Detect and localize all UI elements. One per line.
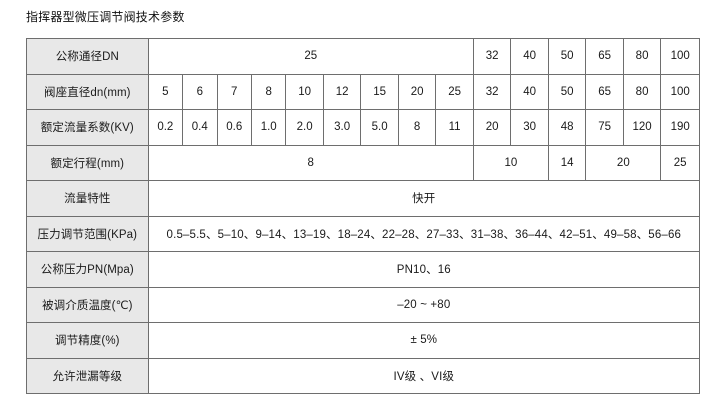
- travel-cell-3: 14: [547, 144, 587, 181]
- seat-diameter-cell-11: 40: [510, 73, 549, 110]
- seat-diameter-cell-10: 32: [472, 73, 512, 110]
- table-row-accuracy: 调节精度(%) ± 5%: [26, 322, 701, 359]
- dn-cell-40: 40: [510, 38, 549, 75]
- kv-cell-5: 2.0: [285, 109, 324, 146]
- seat-diameter-cell-12: 50: [547, 73, 587, 110]
- travel-cell-4: 20: [585, 144, 662, 181]
- row-label-dn: 公称通径DN: [26, 38, 149, 75]
- seat-diameter-cell-7: 15: [360, 73, 399, 110]
- kv-cell-2: 0.4: [182, 109, 218, 146]
- spec-table-container: 公称通径DN 25 32 40 50 65 80 100 阀座直径dn(mm) …: [26, 38, 701, 394]
- row-label-kv: 额定流量系数(KV): [26, 109, 149, 146]
- pressure-range-value: 0.5–5.5、5–10、9–14、13–19、18–24、22–28、27–3…: [147, 215, 701, 252]
- kv-cell-1: 0.2: [147, 109, 184, 146]
- row-label-travel: 额定行程(mm): [26, 144, 149, 181]
- row-label-pressure-range: 压力调节范围(KPa): [26, 215, 149, 252]
- kv-cell-13: 75: [585, 109, 624, 146]
- table-row-kv: 额定流量系数(KV) 0.2 0.4 0.6 1.0 2.0 3.0 5.0 8…: [26, 109, 700, 146]
- table-row-flow-characteristic: 流量特性 快开: [26, 180, 701, 217]
- seat-diameter-cell-8: 20: [397, 73, 437, 110]
- seat-diameter-cell-1: 5: [147, 73, 184, 110]
- table-row-dn: 公称通径DN 25 32 40 50 65 80 100: [26, 38, 700, 75]
- medium-temperature-value: –20 ~ +80: [147, 286, 701, 323]
- seat-diameter-cell-9: 25: [435, 73, 474, 110]
- leakage-grade-value: IV级 、VI级: [147, 357, 701, 394]
- kv-cell-7: 5.0: [360, 109, 399, 146]
- seat-diameter-cell-5: 10: [285, 73, 324, 110]
- dn-cell-32: 32: [472, 38, 512, 75]
- dn-merged-cell: 25: [147, 38, 474, 75]
- row-label-leakage-grade: 允许泄漏等级: [26, 357, 149, 394]
- seat-diameter-cell-14: 80: [622, 73, 662, 110]
- dn-cell-65: 65: [585, 38, 624, 75]
- technical-parameters-table: 公称通径DN 25 32 40 50 65 80 100 阀座直径dn(mm) …: [26, 38, 701, 394]
- dn-cell-100: 100: [660, 38, 700, 75]
- row-label-medium-temperature: 被调介质温度(℃): [26, 286, 149, 323]
- kv-cell-10: 20: [472, 109, 512, 146]
- dn-cell-80: 80: [622, 38, 662, 75]
- table-row-seat-diameter: 阀座直径dn(mm) 5 6 7 8 10 12 15 20 25 32 40 …: [26, 73, 700, 110]
- kv-cell-6: 3.0: [322, 109, 362, 146]
- seat-diameter-cell-2: 6: [182, 73, 218, 110]
- row-label-pn: 公称压力PN(Mpa): [26, 251, 149, 288]
- flow-characteristic-value: 快开: [147, 180, 701, 217]
- travel-cell-2: 10: [472, 144, 549, 181]
- table-row-travel: 额定行程(mm) 8 10 14 20 25: [26, 144, 700, 181]
- kv-cell-8: 8: [397, 109, 437, 146]
- row-label-flow-characteristic: 流量特性: [26, 180, 149, 217]
- row-label-seat-diameter: 阀座直径dn(mm): [26, 73, 149, 110]
- table-row-pressure-range: 压力调节范围(KPa) 0.5–5.5、5–10、9–14、13–19、18–2…: [26, 215, 701, 252]
- kv-cell-4: 1.0: [250, 109, 287, 146]
- kv-cell-14: 120: [622, 109, 662, 146]
- kv-cell-12: 48: [547, 109, 587, 146]
- kv-cell-3: 0.6: [216, 109, 252, 146]
- kv-cell-11: 30: [510, 109, 549, 146]
- seat-diameter-cell-4: 8: [250, 73, 287, 110]
- pn-value: PN10、16: [147, 251, 701, 288]
- seat-diameter-cell-15: 100: [660, 73, 700, 110]
- table-row-leakage-grade: 允许泄漏等级 IV级 、VI级: [26, 357, 701, 394]
- kv-cell-9: 11: [435, 109, 474, 146]
- row-label-accuracy: 调节精度(%): [26, 322, 149, 359]
- kv-cell-15: 190: [660, 109, 700, 146]
- table-row-medium-temperature: 被调介质温度(℃) –20 ~ +80: [26, 286, 701, 323]
- accuracy-value: ± 5%: [147, 322, 701, 359]
- page-title: 指挥器型微压调节阀技术参数: [26, 10, 185, 24]
- seat-diameter-cell-13: 65: [585, 73, 624, 110]
- seat-diameter-cell-6: 12: [322, 73, 362, 110]
- dn-cell-50: 50: [547, 38, 587, 75]
- seat-diameter-cell-3: 7: [216, 73, 252, 110]
- table-row-pn: 公称压力PN(Mpa) PN10、16: [26, 251, 701, 288]
- travel-cell-5: 25: [660, 144, 700, 181]
- travel-cell-1: 8: [147, 144, 474, 181]
